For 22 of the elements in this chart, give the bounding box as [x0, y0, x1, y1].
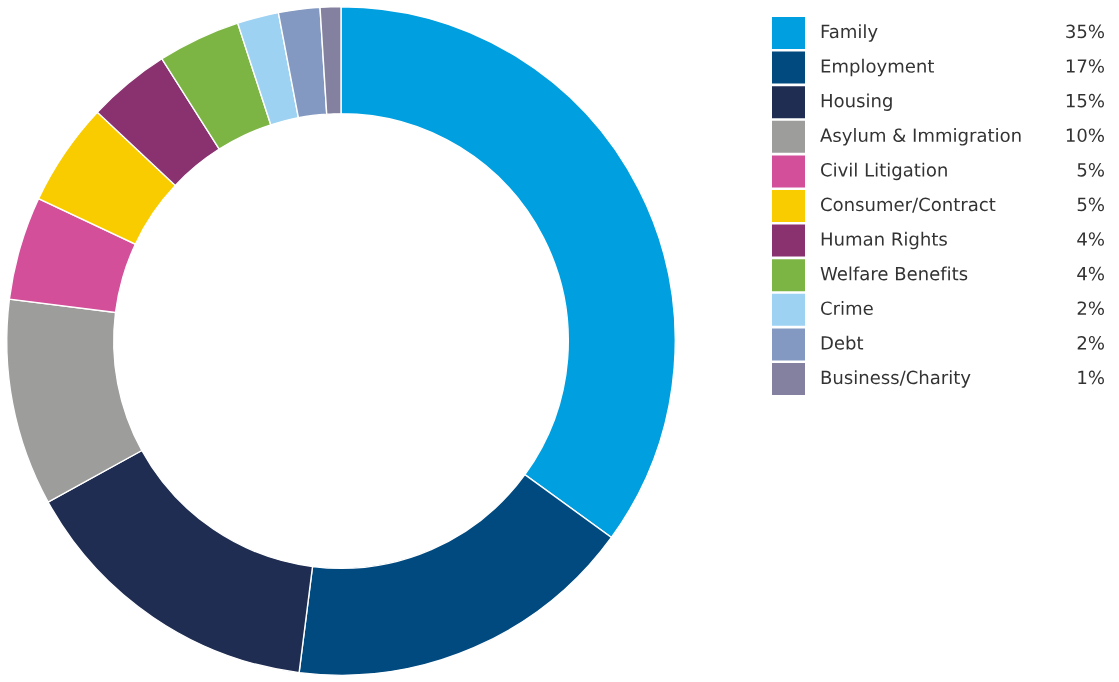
data-label: 10%	[1066, 128, 1104, 143]
legend-label: Civil Litigation	[821, 162, 947, 181]
data-label: 4%	[1077, 266, 1104, 281]
data-label: 2%	[1077, 301, 1104, 316]
legend-label: Asylum & Immigration	[820, 128, 1021, 146]
legend-label: Debt	[821, 335, 864, 350]
legend-label: Human Rights	[821, 231, 947, 250]
data-label: 1%	[1078, 370, 1104, 385]
data-label: 2%	[1077, 335, 1104, 350]
legend-label: Consumer/Contract	[821, 197, 996, 213]
data-label: 4%	[1077, 232, 1104, 246]
legend-label: Employment	[821, 58, 934, 77]
data-label: 15%	[1066, 93, 1104, 108]
legend-label: Family	[821, 24, 878, 42]
legend-label: Business/Charity	[821, 370, 971, 388]
data-label: 35%	[1066, 24, 1104, 39]
legend-label: Welfare Benefits	[820, 266, 968, 281]
legend-label: Crime	[821, 301, 873, 316]
legend-label: Housing	[821, 93, 892, 111]
data-label: 17%	[1066, 59, 1104, 73]
data-label: 5%	[1077, 162, 1104, 177]
data-label: 5%	[1077, 197, 1104, 212]
